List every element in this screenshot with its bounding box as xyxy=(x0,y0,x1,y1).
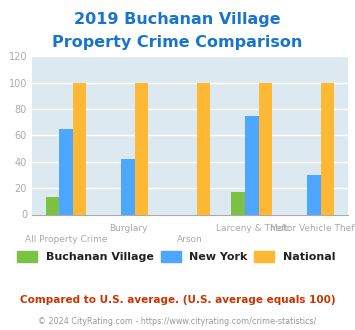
Text: Compared to U.S. average. (U.S. average equals 100): Compared to U.S. average. (U.S. average … xyxy=(20,295,335,305)
Bar xyxy=(135,82,148,214)
Text: © 2024 CityRating.com - https://www.cityrating.com/crime-statistics/: © 2024 CityRating.com - https://www.city… xyxy=(38,317,317,326)
Text: Property Crime Comparison: Property Crime Comparison xyxy=(52,35,303,50)
Bar xyxy=(231,192,245,214)
Legend: Buchanan Village, New York, National: Buchanan Village, New York, National xyxy=(13,247,340,267)
Text: Motor Vehicle Theft: Motor Vehicle Theft xyxy=(270,224,355,233)
Text: 2019 Buchanan Village: 2019 Buchanan Village xyxy=(74,12,281,26)
Text: Burglary: Burglary xyxy=(109,224,147,233)
Bar xyxy=(121,159,135,214)
Bar xyxy=(59,129,73,214)
Text: Larceny & Theft: Larceny & Theft xyxy=(216,224,288,233)
Bar xyxy=(197,82,211,214)
Text: Arson: Arson xyxy=(177,235,203,244)
Text: All Property Crime: All Property Crime xyxy=(25,235,107,244)
Bar xyxy=(45,197,59,215)
Bar xyxy=(73,82,87,214)
Bar xyxy=(307,175,321,214)
Bar xyxy=(259,82,272,214)
Bar xyxy=(321,82,334,214)
Bar xyxy=(245,115,259,214)
